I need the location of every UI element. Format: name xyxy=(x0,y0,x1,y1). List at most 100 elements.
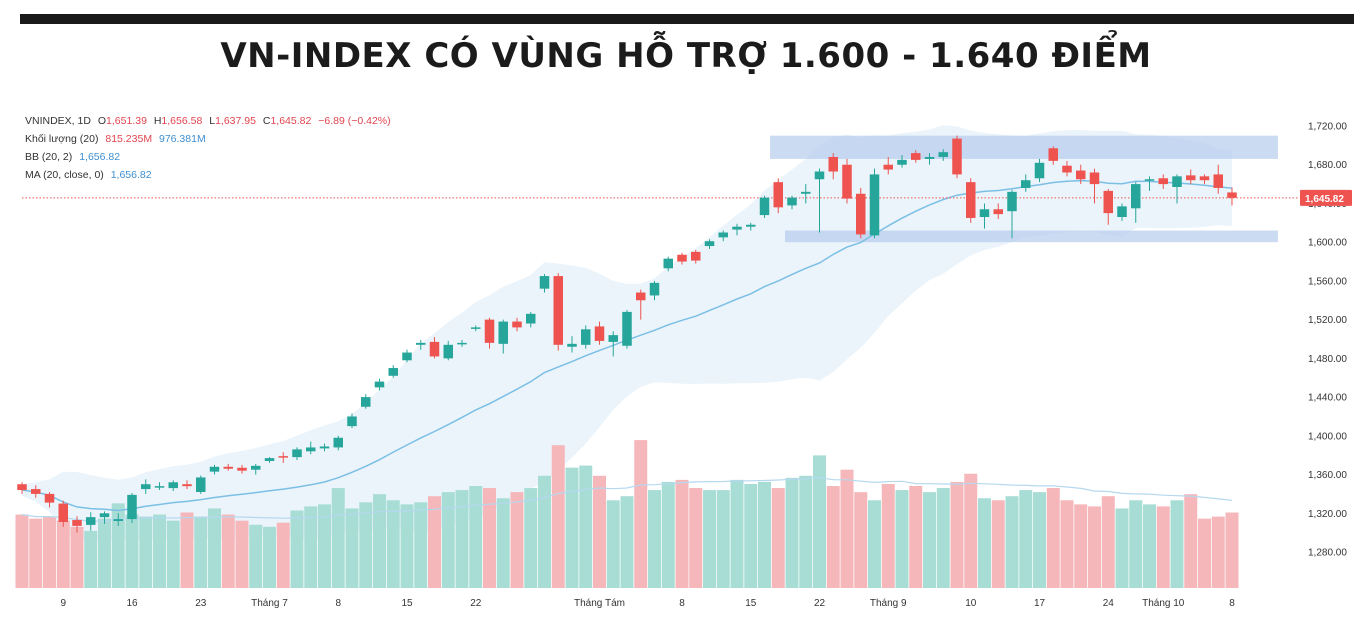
volume-ma-line xyxy=(21,477,1233,523)
x-tick-label: 22 xyxy=(470,598,482,609)
volume-bar xyxy=(1170,500,1184,588)
candle-body xyxy=(292,449,302,458)
x-tick-label: 15 xyxy=(401,598,413,609)
legend-volume: Khối lượng (20) 815.235M 976.381M xyxy=(25,130,395,148)
candle-body xyxy=(209,466,220,472)
volume-bar xyxy=(538,475,551,588)
candle-body xyxy=(553,276,563,345)
candle-body xyxy=(1117,206,1127,218)
candle-body xyxy=(883,164,893,170)
volume-bar xyxy=(373,494,386,588)
candle-body xyxy=(99,513,110,518)
candle-body xyxy=(1213,174,1223,188)
volume-bar xyxy=(813,455,826,588)
volume-bar xyxy=(881,483,895,588)
volume-bar xyxy=(1211,516,1225,588)
candle-body xyxy=(1048,148,1058,161)
volume-bar xyxy=(785,477,799,588)
volume-bar xyxy=(1005,496,1019,588)
legend-bb-label: BB (20, 2) xyxy=(25,151,73,163)
volume-bar xyxy=(414,502,428,588)
candle-body xyxy=(718,232,728,238)
legend-high: H1,656.58 xyxy=(153,115,203,127)
x-tick-label: Tháng 9 xyxy=(870,598,907,609)
candle-body xyxy=(237,467,247,471)
volume-bar xyxy=(29,518,43,588)
volume-bar xyxy=(551,445,565,588)
volume-bar xyxy=(400,504,414,588)
volume-bar xyxy=(978,498,991,588)
candle-body xyxy=(17,484,27,491)
candle-body xyxy=(306,447,316,452)
x-tick-label: 8 xyxy=(335,598,341,609)
volume-bar xyxy=(524,488,538,588)
y-tick-label: 1,680.00 xyxy=(1308,160,1347,171)
volume-bar xyxy=(194,516,208,588)
page-title: VN-INDEX CÓ VÙNG HỖ TRỢ 1.600 - 1.640 ĐI… xyxy=(220,36,1152,76)
volume-bar xyxy=(1143,504,1156,588)
candle-body xyxy=(1172,176,1182,187)
volume-bar xyxy=(1019,490,1033,588)
candle-body xyxy=(1144,179,1155,181)
volume-bar xyxy=(648,490,661,588)
candle-body xyxy=(58,503,68,522)
volume-bar xyxy=(70,526,84,588)
legend-volume-label: Khối lượng (20) xyxy=(25,133,99,145)
candle-body xyxy=(869,174,880,236)
volume-bar xyxy=(1060,500,1074,588)
y-tick-label: 1,440.00 xyxy=(1308,393,1347,404)
candle-body xyxy=(1227,192,1237,198)
candle-body xyxy=(347,416,357,427)
volume-bar xyxy=(483,488,496,588)
legend-ohlc: VNINDEX, 1D O1,651.39 H1,656.58 L1,637.9… xyxy=(25,112,395,130)
candle-body xyxy=(581,329,591,345)
candle-body xyxy=(127,494,137,520)
candle-body xyxy=(801,191,811,194)
support-zone xyxy=(785,230,1278,243)
y-tick-label: 1,360.00 xyxy=(1308,470,1347,481)
candle-body xyxy=(361,397,371,407)
volume-bar xyxy=(331,488,345,588)
candle-body xyxy=(196,477,206,492)
legend-bb-value: 1,656.82 xyxy=(79,151,121,163)
volume-bar xyxy=(263,526,276,588)
volume-bar xyxy=(744,483,758,588)
volume-bar xyxy=(868,500,881,588)
volume-bar xyxy=(496,498,510,588)
candle-body xyxy=(759,197,770,216)
y-tick-label: 1,480.00 xyxy=(1308,354,1347,365)
candle-body xyxy=(636,292,646,301)
candle-body xyxy=(1186,175,1196,181)
candle-body xyxy=(787,197,797,206)
x-tick-label: 24 xyxy=(1103,598,1115,609)
volume-bar xyxy=(235,520,249,588)
volume-bar xyxy=(1198,518,1211,588)
resistance-zone xyxy=(770,135,1278,159)
candle-body xyxy=(278,456,288,458)
volume-bar xyxy=(208,508,221,588)
candle-body xyxy=(594,326,605,341)
volume-bar xyxy=(1046,488,1060,588)
x-tick-label: 8 xyxy=(1229,598,1235,609)
candle-body xyxy=(814,171,825,180)
y-tick-label: 1,520.00 xyxy=(1308,315,1347,326)
candle-body xyxy=(182,484,192,487)
volume-bar xyxy=(799,475,813,588)
y-tick-label: 1,560.00 xyxy=(1308,276,1347,287)
legend: VNINDEX, 1D O1,651.39 H1,656.58 L1,637.9… xyxy=(25,112,395,184)
volume-bar xyxy=(565,467,579,588)
candle-body xyxy=(828,156,838,172)
volume-bar xyxy=(1225,512,1239,588)
x-tick-label: Tháng 10 xyxy=(1142,598,1185,609)
last-price-label: 1,645.82 xyxy=(1305,194,1344,205)
volume-bar xyxy=(180,512,194,588)
legend-bb: BB (20, 2) 1,656.82 xyxy=(25,148,395,166)
candle-body xyxy=(1021,180,1031,188)
volume-bar xyxy=(730,479,744,588)
x-tick-label: 8 xyxy=(679,598,685,609)
candle-body xyxy=(1199,176,1210,181)
x-tick-label: 10 xyxy=(965,598,977,609)
legend-ma-label: MA (20, close, 0) xyxy=(25,169,104,181)
x-tick-label: 15 xyxy=(745,598,757,609)
volume-bar xyxy=(166,520,180,588)
